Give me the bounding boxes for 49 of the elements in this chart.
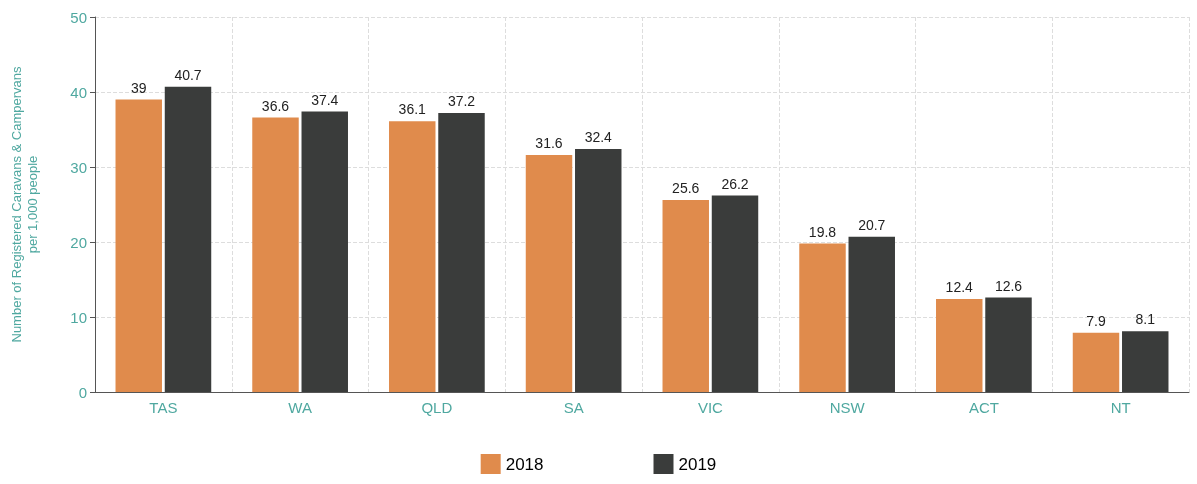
y-axis-title: Number of Registered Caravans & Campervans per 1,000 people xyxy=(8,66,40,343)
data-label: 19.8 xyxy=(808,223,837,240)
bar xyxy=(252,117,299,392)
bar xyxy=(389,121,436,392)
bar xyxy=(799,243,846,392)
bar xyxy=(848,236,895,392)
bar xyxy=(711,195,759,392)
x-tick-label: NT xyxy=(1110,399,1131,416)
data-label: 36.1 xyxy=(398,101,427,118)
bar xyxy=(936,299,983,392)
data-label: 36.6 xyxy=(261,97,290,114)
x-tick-label: SA xyxy=(563,399,584,416)
bar xyxy=(301,111,348,392)
data-label: 31.6 xyxy=(535,135,563,151)
data-label: 37.2 xyxy=(447,93,476,109)
x-tick-label: NSW xyxy=(829,399,866,416)
y-tick-label: 10 xyxy=(70,308,87,326)
y-tick-label: 50 xyxy=(70,8,87,26)
bar xyxy=(164,86,212,392)
y-tick-label: 0 xyxy=(78,383,87,401)
bar xyxy=(1122,331,1169,392)
y-tick-label: 30 xyxy=(70,158,87,176)
data-label: 12.6 xyxy=(994,277,1023,294)
bar xyxy=(1072,332,1120,392)
bar xyxy=(525,155,573,392)
bar xyxy=(115,99,162,392)
x-tick-label: ACT xyxy=(968,399,999,416)
y-tick-label: 20 xyxy=(70,233,87,251)
data-label: 7.9 xyxy=(1086,312,1106,329)
bar xyxy=(985,297,1032,392)
data-label: 32.4 xyxy=(584,129,613,145)
data-label: 37.4 xyxy=(311,91,339,108)
x-tick-label: QLD xyxy=(421,399,453,416)
bar xyxy=(575,149,622,392)
data-label: 8.1 xyxy=(1135,311,1156,328)
bar xyxy=(662,200,709,392)
data-label: 25.6 xyxy=(672,180,700,196)
legend-label: 2018 xyxy=(505,454,544,474)
x-tick-label: TAS xyxy=(149,399,178,416)
bar xyxy=(438,113,485,392)
data-label: 26.2 xyxy=(721,175,749,192)
data-label: 20.7 xyxy=(858,216,886,233)
y-tick-label: 40 xyxy=(70,83,87,101)
x-tick-label: VIC xyxy=(697,399,724,416)
data-label: 12.4 xyxy=(945,279,974,295)
legend-label: 2019 xyxy=(678,454,717,474)
data-label: 39 xyxy=(130,79,147,96)
x-tick-label: WA xyxy=(288,399,312,416)
data-label: 40.7 xyxy=(174,66,202,83)
